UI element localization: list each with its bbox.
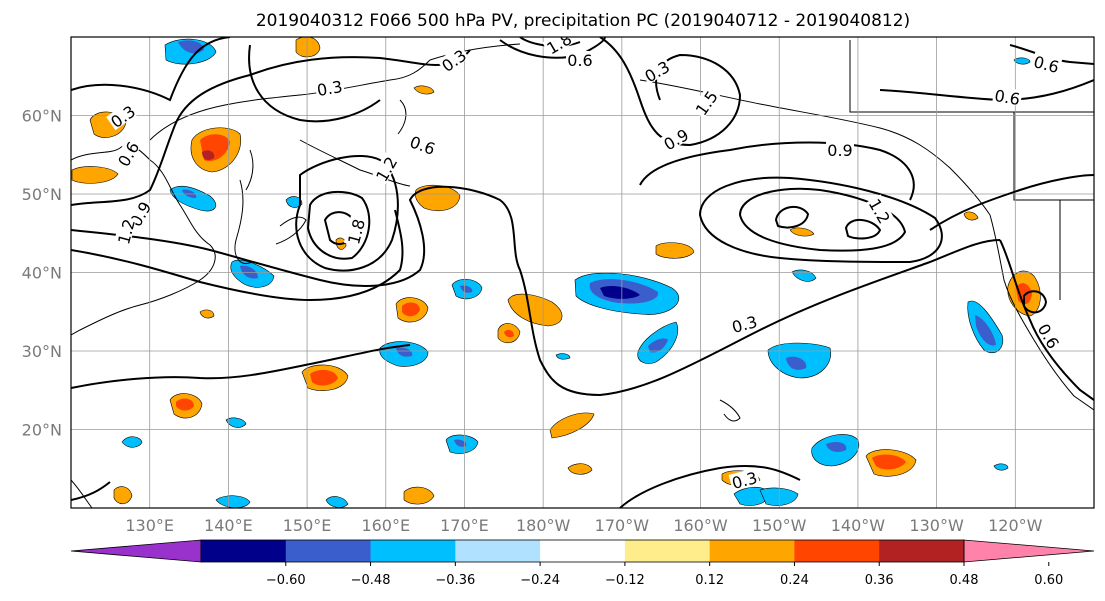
contour-label: 0.9 xyxy=(826,141,854,160)
precip-blob-positive xyxy=(414,184,461,211)
precip-blob-negative-small xyxy=(121,57,1031,508)
latitude-label: 60°N xyxy=(22,107,62,126)
colorbar-segment xyxy=(370,540,456,562)
precip-blob-negative xyxy=(811,434,860,467)
latitude-label: 50°N xyxy=(22,185,62,204)
precip-blob-positive xyxy=(865,449,917,477)
colorbar-tick-label: −0.60 xyxy=(266,573,306,588)
colorbar-segment xyxy=(794,540,880,562)
colorbar-segment xyxy=(201,540,287,562)
svg-text:0.6: 0.6 xyxy=(567,51,592,70)
colorbar-tick-label: −0.12 xyxy=(605,573,645,588)
latitude-labels: 20°N 30°N 40°N 50°N 60°N xyxy=(22,107,62,440)
precip-blob-negative xyxy=(451,279,483,300)
precip-blob-positive xyxy=(169,393,203,419)
longitude-label: 170°W xyxy=(595,516,650,535)
svg-text:0.3: 0.3 xyxy=(316,77,344,100)
contour-label: 1.2 xyxy=(113,215,139,247)
precip-blob-negative xyxy=(164,38,217,65)
longitude-labels: 130°E 140°E 150°E 160°E 170°E 180°W 170°W 160°W… xyxy=(125,516,1042,535)
longitude-label: 130°W xyxy=(909,516,964,535)
precip-blob-negative xyxy=(230,259,275,288)
precip-blob-negative xyxy=(445,434,479,454)
colorbar-tick-label: 0.60 xyxy=(1034,573,1063,588)
colorbar-segment xyxy=(624,540,711,562)
coastlines xyxy=(71,40,1094,508)
longitude-label: 140°E xyxy=(204,516,253,535)
latitude-label: 40°N xyxy=(22,264,62,283)
longitude-label: 180°W xyxy=(516,516,571,535)
precip-blob-positive xyxy=(295,37,435,95)
colorbar-tick-label: −0.36 xyxy=(435,573,475,588)
colorbar-segment xyxy=(455,540,541,562)
colorbar-tick-label: 0.48 xyxy=(950,573,979,588)
precip-blob-negative xyxy=(637,321,678,364)
latitude-label: 20°N xyxy=(22,421,62,440)
svg-text:0.9: 0.9 xyxy=(827,141,852,160)
contour-label: 0.6 xyxy=(566,51,594,70)
precip-blob-positive xyxy=(497,293,563,344)
contour-label: 0.3 xyxy=(728,467,760,493)
colorbar-tick-label: −0.24 xyxy=(520,573,560,588)
colorbar-extend-low xyxy=(70,539,202,563)
longitude-label: 150°W xyxy=(752,516,807,535)
lat-lon-grid xyxy=(71,37,1094,508)
longitude-label: 160°W xyxy=(673,516,728,535)
longitude-label: 140°W xyxy=(831,516,886,535)
colorbar-segment xyxy=(879,540,965,562)
colorbar-tick-label: −0.48 xyxy=(351,573,391,588)
map-frame xyxy=(70,36,1095,509)
colorbar-tick-labels: −0.60 −0.48 −0.36 −0.24 −0.12 0.12 0.24 0.36 0.4… xyxy=(266,562,1063,588)
precip-blob-negative xyxy=(767,342,832,379)
longitude-label: 160°E xyxy=(361,516,410,535)
svg-text:0.6: 0.6 xyxy=(993,86,1021,109)
precip-blob-negative xyxy=(574,272,679,315)
colorbar-segment xyxy=(709,540,795,562)
map-panel: 0.30.30.30.30.30.6 0.60.60.60.60.90.9 0.91… xyxy=(70,36,1095,509)
contour-label: 0.3 xyxy=(314,76,345,100)
longitude-label: 150°E xyxy=(283,516,332,535)
longitude-label: 170°E xyxy=(440,516,489,535)
contour-label: 0.6 xyxy=(992,85,1023,109)
pv-contour-labels: 0.30.30.30.30.30.6 0.60.60.60.60.90.9 0.91… xyxy=(106,37,1064,493)
precip-blob-positive xyxy=(395,297,429,323)
longitude-label: 130°E xyxy=(125,516,174,535)
colorbar xyxy=(70,539,1095,563)
colorbar-tick-label: 0.36 xyxy=(865,573,894,588)
colorbar-tick-label: 0.12 xyxy=(695,573,724,588)
longitude-label: 120°W xyxy=(988,516,1043,535)
colorbar-segment xyxy=(540,540,626,562)
latitude-label: 30°N xyxy=(22,342,62,361)
precip-blob-positive xyxy=(301,364,349,391)
colorbar-tick-label: 0.24 xyxy=(780,573,809,588)
figure-title: 2019040312 F066 500 hPa PV, precipitatio… xyxy=(256,11,910,31)
colorbar-segment xyxy=(285,540,372,562)
precip-blob-negative xyxy=(967,300,1004,354)
colorbar-extend-high xyxy=(963,539,1095,563)
